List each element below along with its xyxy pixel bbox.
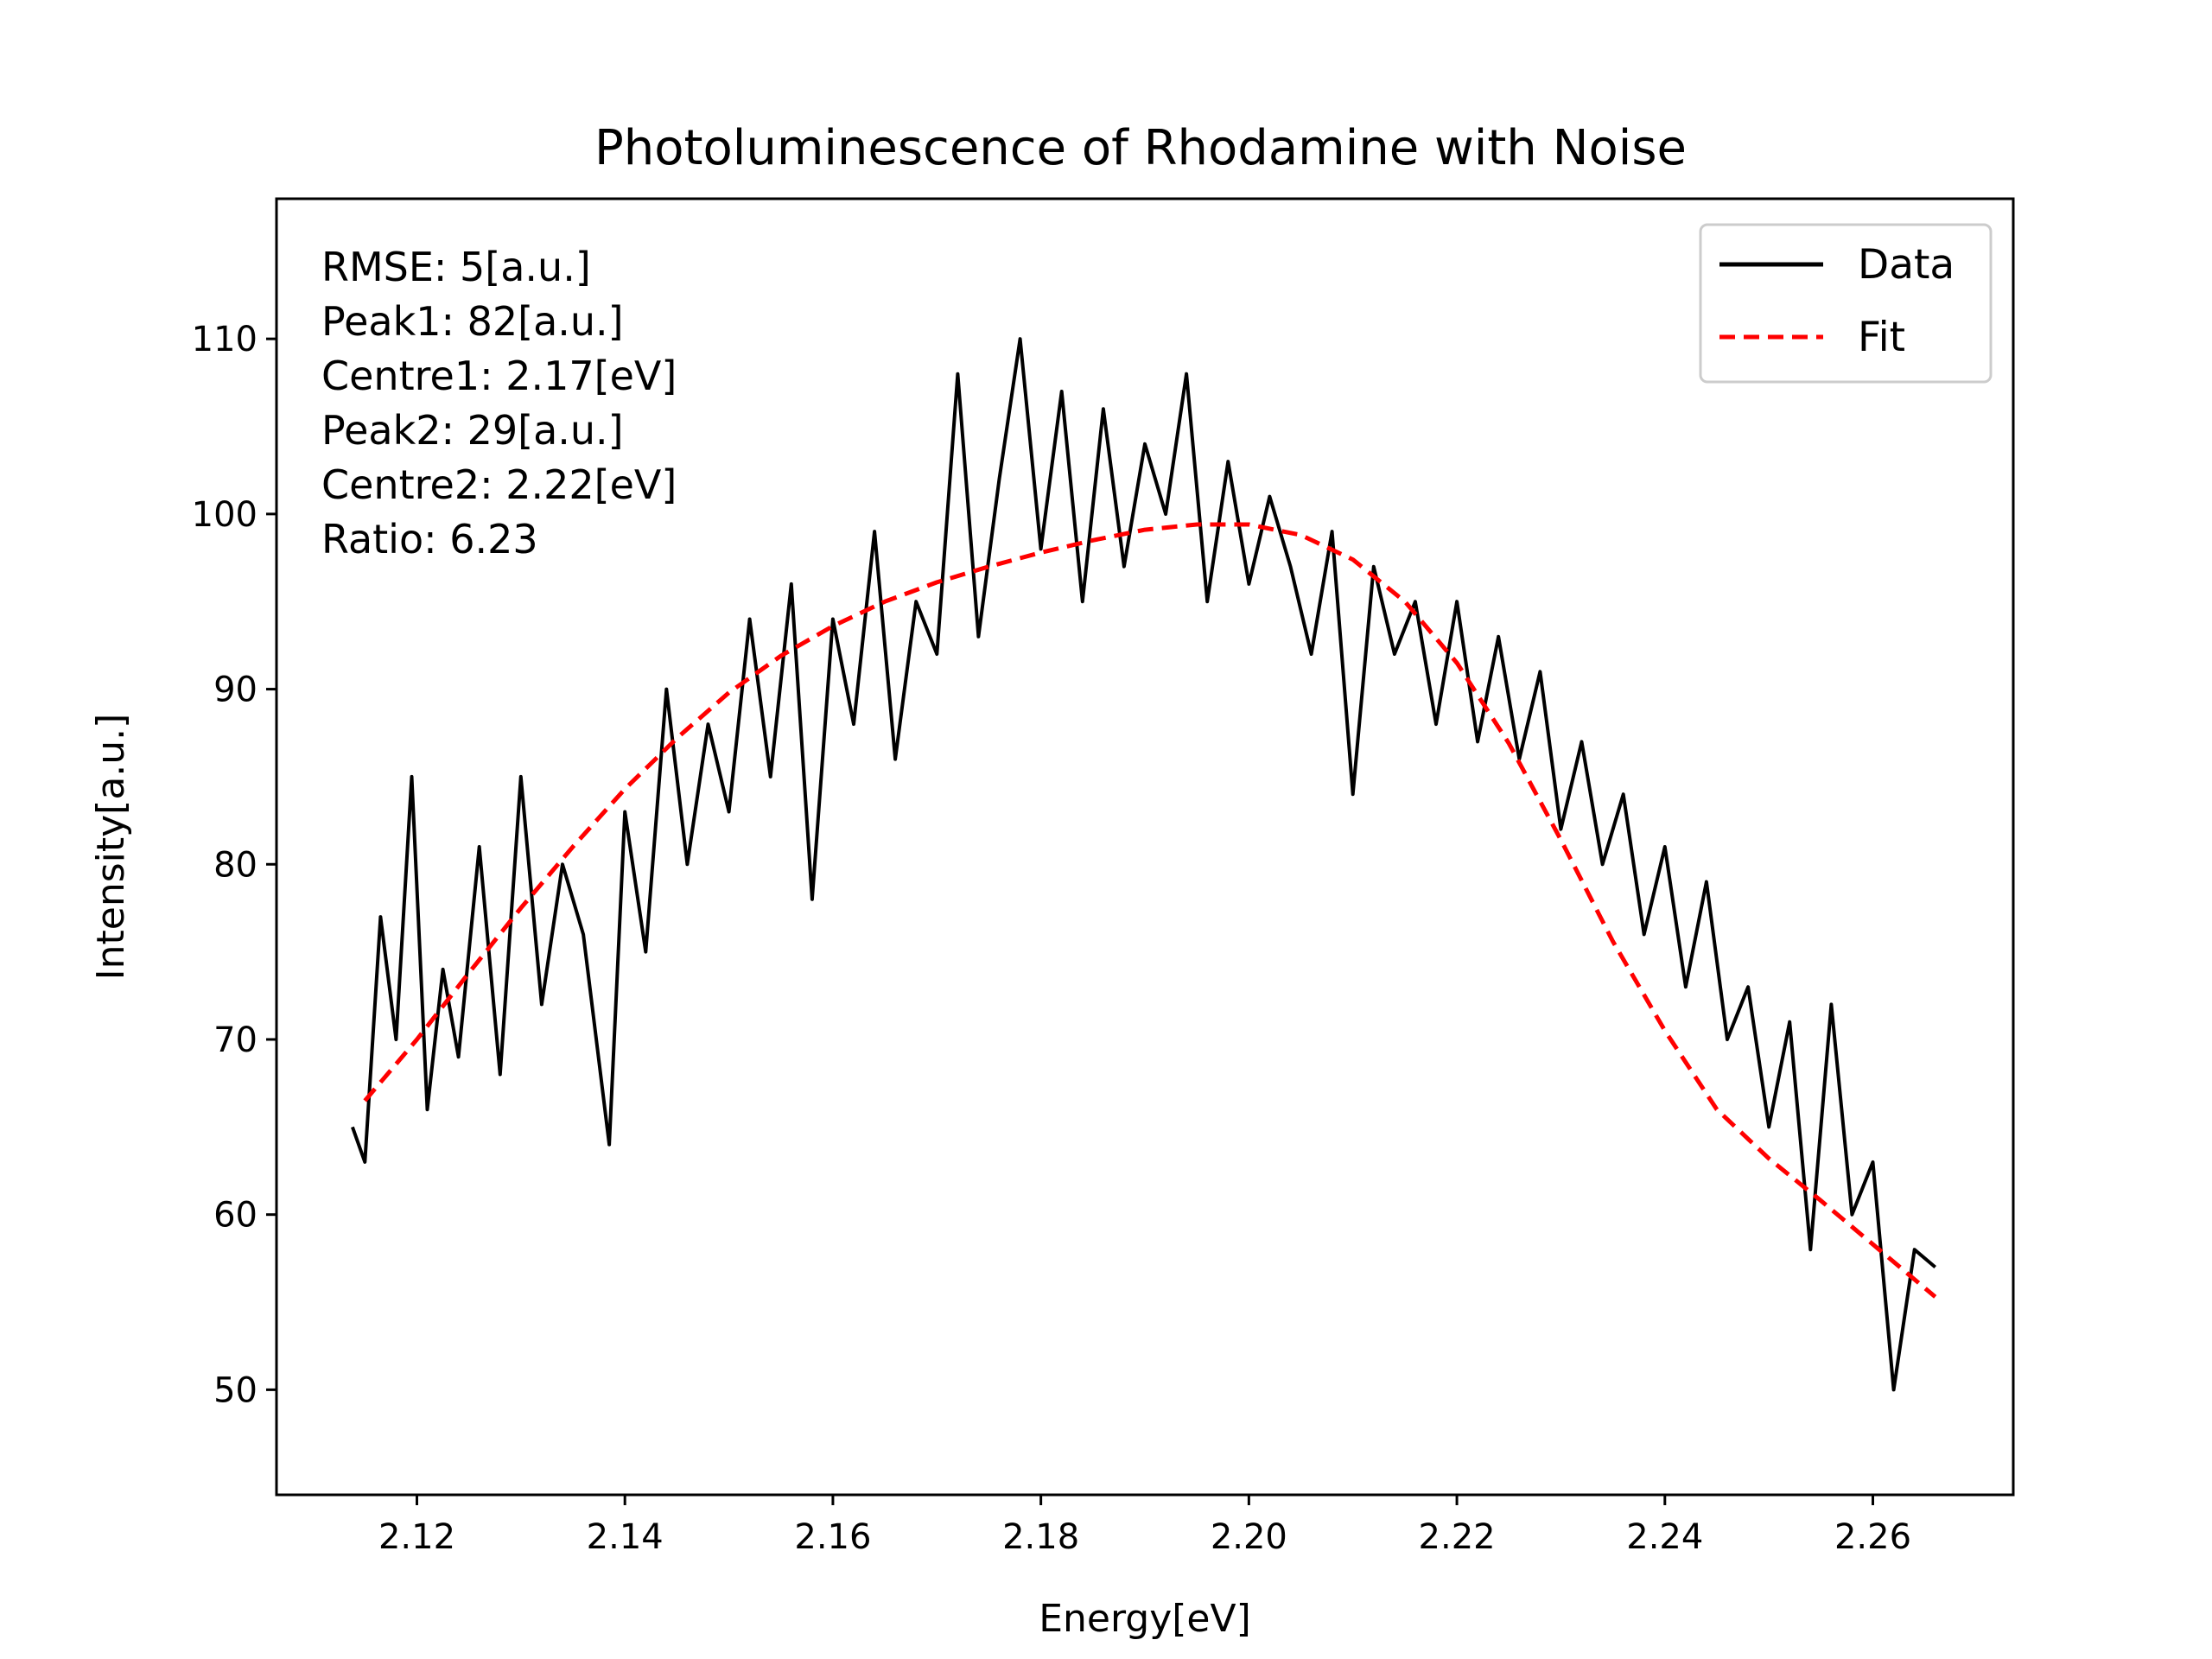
x-tick-label: 2.18 (1002, 1517, 1079, 1557)
series-line-data (351, 337, 1936, 1392)
y-tick-label: 60 (213, 1196, 257, 1236)
annotation-line: Peak2: 29[a.u.] (321, 407, 624, 454)
y-tick-label: 100 (192, 495, 257, 535)
y-tick-label: 110 (192, 320, 257, 359)
x-tick-label: 2.12 (378, 1517, 455, 1557)
y-axis: 50 60 70 80 90 100 110 (192, 320, 276, 1410)
x-axis-title: Energy[eV] (1039, 1597, 1251, 1641)
chart-title: Photoluminescence of Rhodamine with Nois… (594, 120, 1687, 176)
x-tick-label: 2.26 (1834, 1517, 1911, 1557)
legend-label-fit: Fit (1858, 314, 1905, 361)
series-line-fit (363, 522, 1937, 1299)
x-tick-label: 2.22 (1419, 1517, 1496, 1557)
x-tick-label: 2.14 (587, 1517, 664, 1557)
legend: Data Fit (1699, 223, 1993, 384)
annotation-line: Centre1: 2.17[eV] (321, 353, 677, 399)
x-tick-label: 2.24 (1626, 1517, 1703, 1557)
annotation-line: Peak1: 82[a.u.] (321, 298, 624, 345)
y-tick-label: 90 (213, 671, 257, 710)
annotation-line: Centre2: 2.22[eV] (321, 461, 677, 508)
y-tick-label: 70 (213, 1020, 257, 1060)
plot-area (351, 337, 1937, 1392)
x-axis: 2.12 2.14 2.16 2.18 2.20 2.22 2.24 2.26 (378, 1495, 1911, 1557)
x-tick-label: 2.16 (794, 1517, 871, 1557)
stats-annotation: RMSE: 5[a.u.] Peak1: 82[a.u.] Centre1: 2.1… (321, 244, 677, 563)
y-tick-label: 50 (213, 1370, 257, 1410)
y-tick-label: 80 (213, 845, 257, 885)
annotation-line: Ratio: 6.23 (321, 516, 538, 563)
axes-frame (275, 197, 2015, 1497)
annotation-line: RMSE: 5[a.u.] (321, 244, 591, 290)
x-tick-label: 2.20 (1211, 1517, 1287, 1557)
legend-label-data: Data (1858, 241, 1955, 289)
y-axis-title: Intensity[a.u.] (89, 714, 133, 981)
